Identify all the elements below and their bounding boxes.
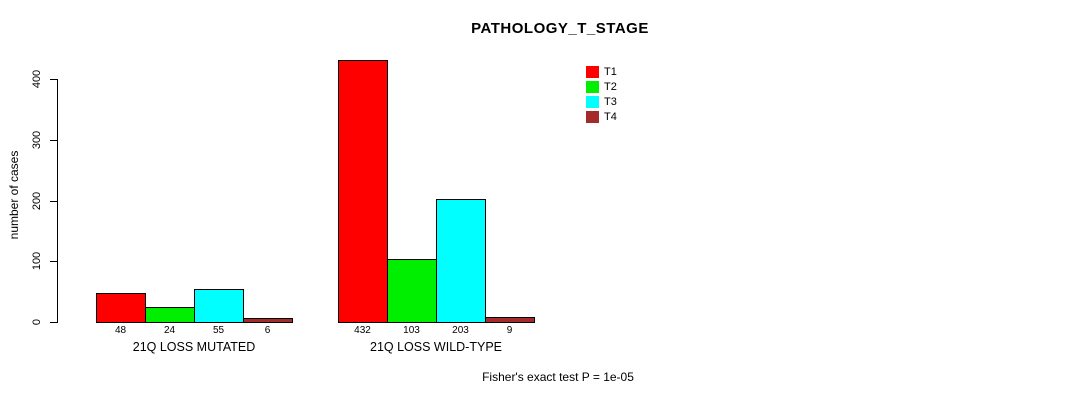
legend-item: T4 <box>586 109 617 124</box>
bar-value-label: 6 <box>264 325 271 336</box>
legend-label: T3 <box>604 95 617 108</box>
legend-swatch <box>586 65 599 78</box>
bar-value-label: 203 <box>452 325 469 336</box>
y-tick-label: 200 <box>31 191 43 211</box>
legend-swatch <box>586 95 599 108</box>
y-tick <box>50 261 57 262</box>
y-axis-line <box>57 79 58 323</box>
bar <box>243 318 293 323</box>
legend-swatch <box>586 80 599 93</box>
bar <box>436 199 486 323</box>
group-label: 21Q LOSS WILD-TYPE <box>370 340 502 354</box>
legend-label: T2 <box>604 80 617 93</box>
legend-swatch <box>586 110 599 123</box>
bar <box>145 307 195 323</box>
chart-title: PATHOLOGY_T_STAGE <box>471 20 649 37</box>
y-tick-label: 300 <box>31 130 43 150</box>
bar-value-label: 55 <box>212 325 225 336</box>
bar <box>194 289 244 323</box>
bar <box>96 293 146 323</box>
bar-value-label: 24 <box>163 325 176 336</box>
legend-label: T1 <box>604 65 617 78</box>
bar-value-label: 432 <box>354 325 371 336</box>
y-tick-label: 100 <box>31 251 43 271</box>
y-axis-title: number of cases <box>7 150 21 240</box>
group-label: 21Q LOSS MUTATED <box>132 340 256 354</box>
legend-item: T1 <box>586 64 617 79</box>
bar-value-label: 9 <box>506 325 513 336</box>
y-tick-label: 400 <box>31 69 43 89</box>
legend-item: T3 <box>586 94 617 109</box>
bar <box>338 60 388 323</box>
legend-item: T2 <box>586 79 617 94</box>
bar-value-label: 48 <box>114 325 127 336</box>
bar <box>485 317 535 323</box>
y-tick <box>50 322 57 323</box>
bar-value-label: 103 <box>403 325 420 336</box>
y-tick-label: 0 <box>31 318 43 326</box>
legend-label: T4 <box>604 110 617 123</box>
bar <box>387 259 437 323</box>
annotation-text: Fisher's exact test P = 1e-05 <box>482 370 634 384</box>
y-tick <box>50 79 57 80</box>
legend: T1 T2 T3 T4 <box>586 64 617 124</box>
y-tick <box>50 140 57 141</box>
y-tick <box>50 201 57 202</box>
